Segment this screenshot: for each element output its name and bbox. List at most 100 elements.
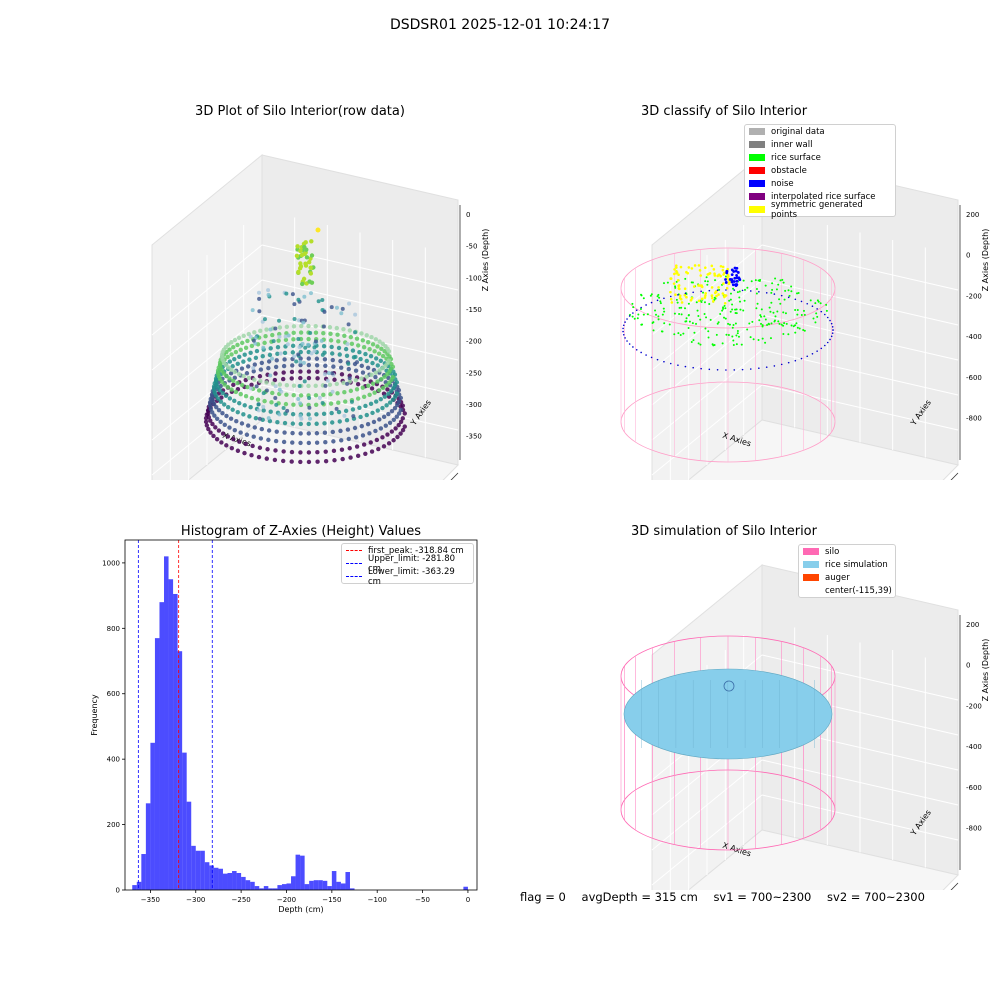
data-point	[336, 409, 342, 415]
data-point	[232, 337, 238, 343]
symmetric-point	[678, 287, 681, 291]
data-point	[331, 364, 336, 369]
legend-label: symmetric generated points	[771, 199, 863, 220]
noise-point	[622, 327, 624, 330]
x-tick-label: −50	[415, 896, 430, 904]
rice-point	[736, 332, 739, 335]
symmetric-point	[670, 301, 674, 304]
noise-point	[773, 365, 776, 367]
symmetric-point	[700, 297, 704, 301]
symmetric-point	[704, 294, 707, 297]
rice-point	[760, 308, 763, 311]
rice-point	[661, 313, 664, 316]
rice-point	[693, 331, 696, 334]
rice-point	[764, 341, 767, 344]
data-point	[294, 359, 299, 364]
data-point	[214, 404, 219, 410]
y-tick-label: 600	[107, 690, 120, 698]
histogram-bar	[272, 888, 278, 890]
data-point	[218, 399, 224, 404]
noise-point	[708, 289, 711, 292]
rice-point	[742, 279, 745, 282]
data-point	[263, 333, 268, 339]
data-point	[320, 297, 325, 302]
noise-point	[622, 330, 624, 333]
noise-point	[622, 324, 625, 327]
data-point	[315, 450, 320, 455]
data-point	[374, 356, 379, 361]
data-point	[225, 434, 231, 439]
noise-point	[826, 341, 829, 344]
symmetric-point	[690, 296, 694, 300]
data-point	[345, 381, 350, 386]
data-point	[327, 325, 333, 330]
data-point	[298, 421, 303, 427]
rice-point	[636, 317, 639, 320]
data-point	[236, 371, 242, 377]
x-axis-label: Depth (cm)	[278, 905, 323, 914]
symmetric-point	[722, 273, 725, 276]
data-point	[321, 330, 326, 336]
rice-point	[722, 307, 725, 310]
data-point	[223, 393, 229, 399]
data-point	[208, 418, 213, 423]
rice-point	[652, 329, 655, 332]
rice-point	[673, 333, 676, 336]
symmetric-point	[676, 279, 680, 282]
data-point	[205, 411, 211, 416]
data-point	[210, 421, 215, 427]
rice-point	[777, 320, 780, 323]
noise-point	[765, 366, 768, 368]
data-point	[216, 428, 222, 433]
data-point	[275, 345, 281, 350]
data-point	[222, 402, 227, 407]
data-point	[273, 364, 279, 370]
rice-point	[680, 306, 683, 309]
data-point	[378, 396, 384, 402]
data-point	[388, 388, 394, 394]
data-point	[306, 356, 311, 361]
data-point	[254, 384, 259, 389]
rice-point	[803, 313, 806, 316]
sv2-text: sv2 = 700~2300	[827, 890, 925, 904]
data-point	[338, 428, 343, 434]
data-point	[325, 378, 330, 383]
rice-point	[814, 302, 817, 305]
noise-point	[731, 283, 735, 287]
data-point	[257, 309, 262, 314]
data-point	[355, 360, 360, 365]
data-point	[308, 330, 313, 335]
data-point	[259, 426, 265, 432]
data-point	[298, 450, 303, 455]
flag-text: flag = 0	[520, 890, 566, 904]
data-point	[330, 351, 335, 356]
data-point	[291, 324, 297, 329]
data-point	[296, 396, 301, 401]
rice-point	[675, 298, 678, 301]
data-point	[369, 335, 374, 340]
noise-point	[716, 369, 719, 371]
data-point	[264, 327, 269, 332]
histogram-chart: −350 −300 −250 −200 −150 −100 −50 0 0 200 400 600 80…	[90, 539, 478, 914]
legend-entry: rice simulation	[799, 558, 895, 571]
data-point	[273, 326, 278, 331]
rice-point	[743, 299, 746, 302]
data-point	[342, 389, 347, 395]
symmetric-point	[677, 284, 680, 288]
rice-point	[649, 294, 652, 297]
rice-point	[767, 322, 770, 325]
rice-point	[673, 312, 676, 315]
noise-point	[708, 368, 711, 371]
data-point	[232, 369, 238, 375]
data-point	[273, 448, 278, 453]
data-point	[237, 439, 242, 444]
noise-point	[794, 359, 797, 362]
data-point	[376, 446, 381, 452]
symmetric-point	[690, 267, 694, 270]
rice-point	[731, 303, 734, 306]
data-point	[230, 407, 235, 412]
grid-line	[651, 349, 763, 441]
rice-point	[794, 309, 797, 312]
rice-point	[702, 291, 705, 294]
data-point	[343, 346, 349, 352]
